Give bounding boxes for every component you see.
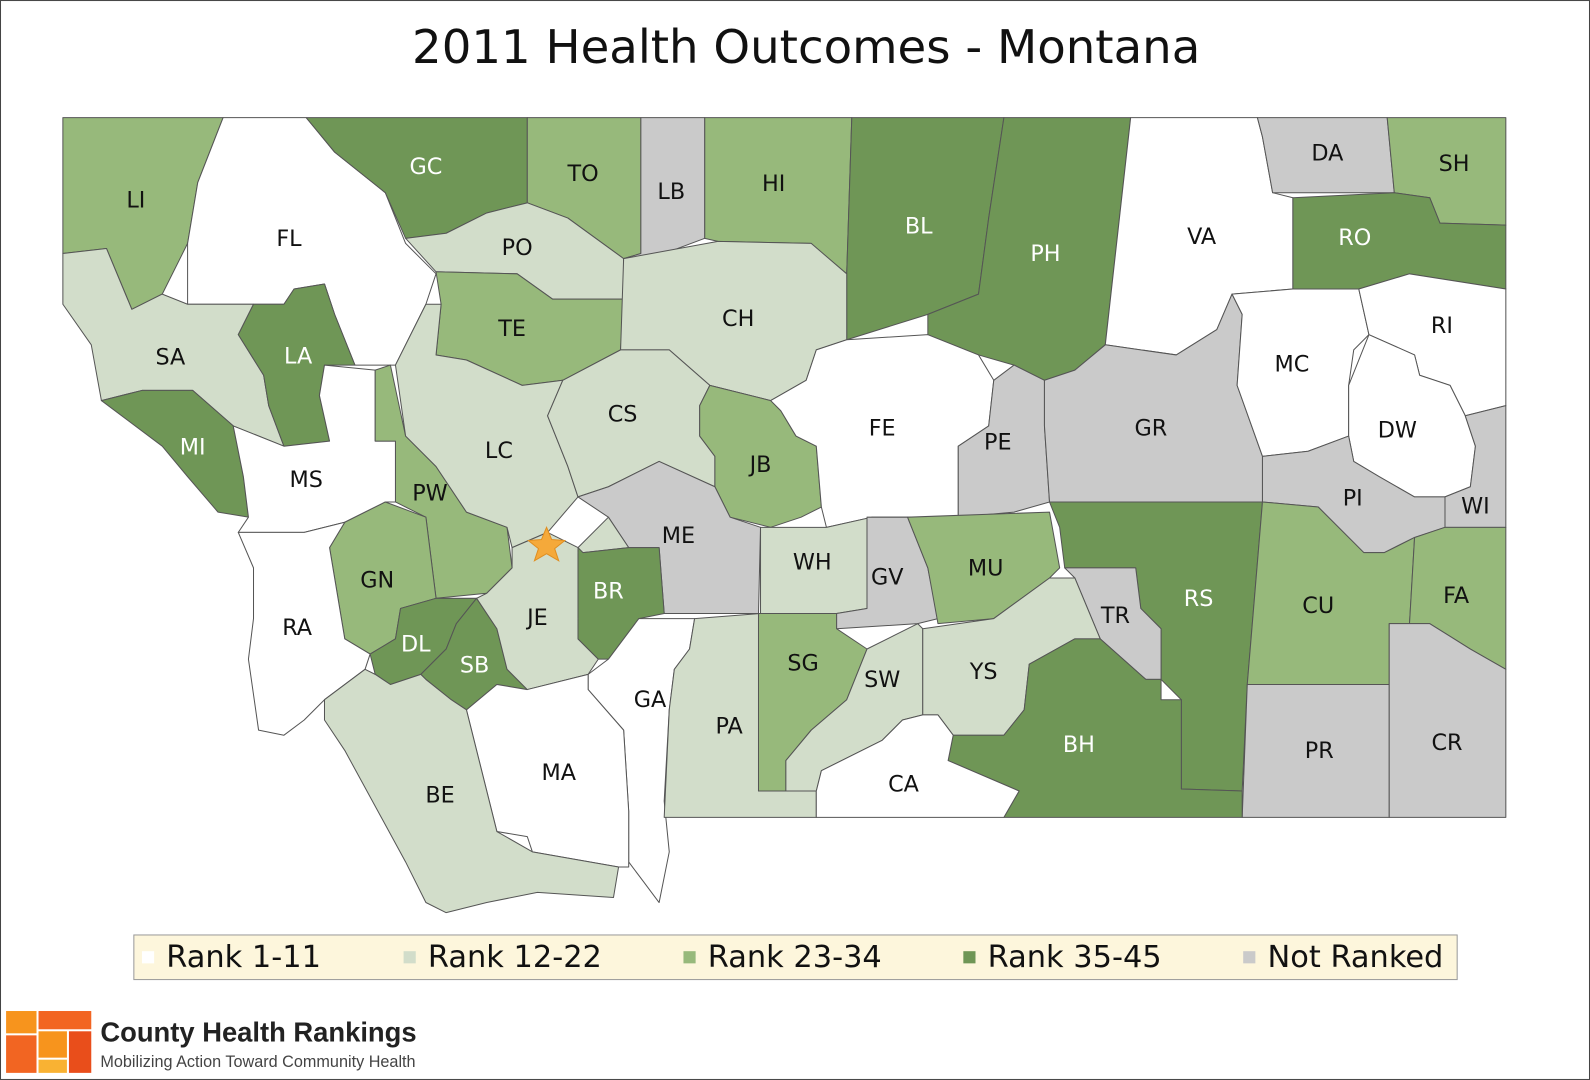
county: [815, 714, 1020, 818]
logo-block: [6, 1035, 37, 1073]
county-label: BR: [593, 579, 624, 605]
legend: Rank 1-11 Rank 12-22 Rank 23-34 Rank 35-45 N…: [141, 940, 1444, 975]
county-label: BH: [1063, 732, 1095, 758]
legend-label: Rank 12-22: [428, 940, 602, 975]
legend-label: Not Ranked: [1268, 940, 1444, 975]
counties: LI FL GC TO LB HI BL PH VA DA SH RO PO TE CH SA LA MI MS PW…: [62, 117, 1507, 914]
county-label: LB: [657, 179, 685, 205]
county-label: SA: [155, 344, 186, 370]
county-label: DW: [1378, 417, 1417, 443]
county-label: RA: [282, 615, 313, 641]
county: [577, 547, 665, 660]
legend-swatch: [403, 951, 416, 964]
county-label: SG: [787, 651, 818, 677]
county-label: HI: [762, 171, 785, 197]
county-label: CH: [722, 306, 754, 332]
county-label: RI: [1431, 313, 1453, 339]
county-label: PH: [1030, 241, 1060, 267]
logo-block: [38, 1011, 92, 1030]
county-label: LA: [284, 343, 313, 369]
county-label: SH: [1439, 151, 1470, 177]
legend-swatch: [1243, 951, 1256, 964]
county: [323, 668, 620, 914]
county-label: TO: [566, 161, 598, 187]
county-label: CS: [608, 401, 638, 427]
county: [465, 673, 630, 868]
county-label: TR: [1100, 603, 1130, 629]
county-label: MU: [968, 555, 1004, 581]
county: [957, 364, 1051, 518]
county-label: YS: [969, 659, 998, 685]
county-label: PA: [715, 714, 743, 740]
county-label: PE: [984, 430, 1012, 456]
county-label: PW: [412, 480, 448, 506]
county-label: JB: [748, 452, 772, 478]
county-label: VA: [1187, 224, 1217, 250]
county-label: MC: [1274, 352, 1309, 378]
county-label: FA: [1443, 583, 1470, 609]
legend-swatch: [963, 951, 976, 964]
county-label: DL: [401, 631, 431, 657]
county-label: LC: [485, 438, 513, 464]
county-label: SW: [864, 667, 900, 693]
county-label: BL: [905, 214, 933, 240]
county: [1388, 623, 1507, 818]
county-label: PR: [1305, 738, 1334, 764]
county-label: PI: [1343, 485, 1363, 511]
county-label: BE: [425, 783, 454, 809]
legend-swatch: [683, 951, 696, 964]
county-label: RS: [1184, 586, 1214, 612]
legend-box: [133, 934, 1458, 981]
county-label: DA: [1311, 141, 1344, 167]
county-label: WH: [793, 549, 832, 575]
logo-block: [38, 1031, 67, 1058]
county-label: RO: [1338, 225, 1371, 251]
county-label: GR: [1135, 415, 1168, 441]
county-label: FL: [276, 226, 302, 252]
county-label: GN: [360, 568, 394, 594]
logo: County Health Rankings Mobilizing Action…: [6, 1011, 417, 1073]
county-label: CR: [1431, 730, 1462, 756]
county-label: WI: [1461, 494, 1490, 520]
county-label: GA: [634, 687, 667, 713]
logo-name: County Health Rankings: [100, 1017, 416, 1048]
legend-swatch: [141, 951, 155, 964]
county-label: TE: [497, 316, 526, 342]
logo-tagline: Mobilizing Action Toward Community Healt…: [100, 1053, 415, 1071]
county-label: GC: [409, 154, 442, 180]
county-label: PO: [502, 235, 533, 261]
county-label: MA: [541, 760, 576, 786]
county: [1256, 117, 1395, 194]
county-label: MI: [180, 435, 206, 461]
map-title: 2011 Health Outcomes - Montana: [412, 20, 1200, 74]
logo-block: [6, 1011, 37, 1034]
county-label: LI: [126, 187, 145, 213]
legend-label: Rank 23-34: [708, 940, 882, 975]
legend-label: Rank 35-45: [988, 940, 1162, 975]
legend-label: Rank 1-11: [166, 940, 321, 975]
county-label: ME: [662, 523, 695, 549]
logo-block: [38, 1059, 67, 1073]
logo-block: [68, 1031, 92, 1073]
county-label: CA: [888, 771, 920, 797]
county-label: JE: [525, 605, 548, 631]
capital-star: [526, 526, 567, 562]
county-label: SB: [460, 653, 489, 679]
county-label: FE: [869, 415, 896, 441]
county-label: MS: [290, 467, 323, 493]
county-label: CU: [1302, 593, 1334, 619]
county-label: GV: [871, 565, 904, 591]
